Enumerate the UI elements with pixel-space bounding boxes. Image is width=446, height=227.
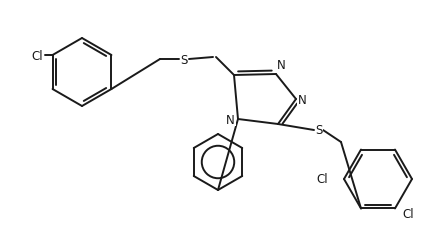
Text: S: S [315, 124, 323, 137]
Text: N: N [277, 59, 286, 72]
Text: Cl: Cl [316, 173, 328, 186]
Text: Cl: Cl [31, 49, 42, 62]
Text: N: N [298, 93, 307, 106]
Text: Cl: Cl [402, 207, 413, 220]
Text: S: S [180, 53, 188, 66]
Text: N: N [226, 113, 235, 126]
